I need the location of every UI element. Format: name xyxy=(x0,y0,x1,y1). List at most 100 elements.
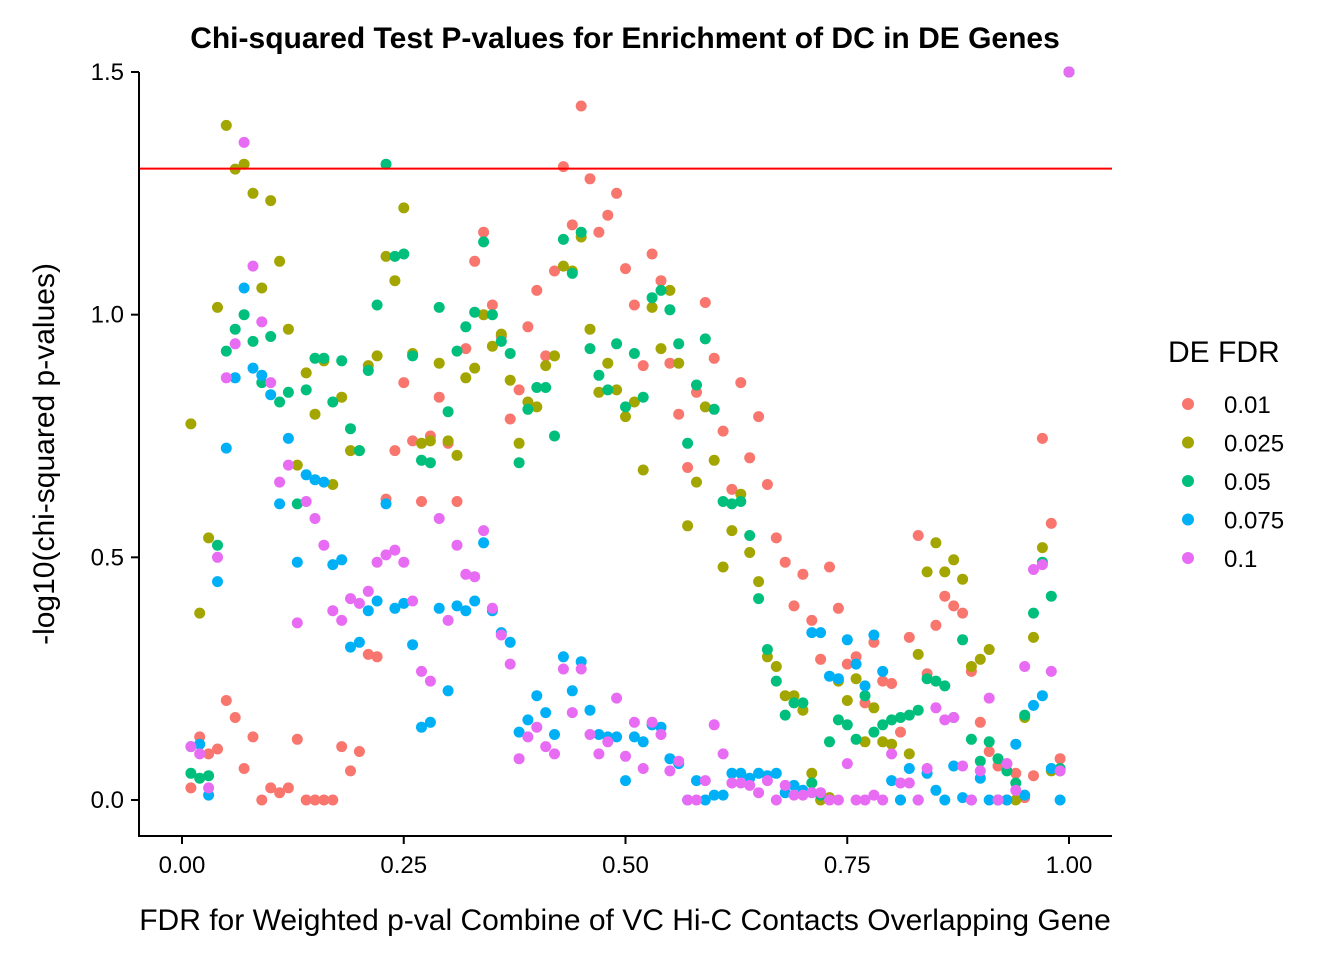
data-point xyxy=(611,731,623,743)
data-point xyxy=(504,374,516,386)
data-point xyxy=(557,161,569,173)
x-tick-label: 0.25 xyxy=(380,852,427,879)
data-point xyxy=(486,602,498,614)
data-point xyxy=(300,384,312,396)
data-point xyxy=(868,789,880,801)
data-point xyxy=(948,760,960,772)
data-point xyxy=(806,767,818,779)
data-point xyxy=(194,748,206,760)
data-point xyxy=(815,653,827,665)
data-point xyxy=(318,352,330,364)
data-point xyxy=(646,248,658,260)
data-point xyxy=(557,651,569,663)
data-point xyxy=(797,568,809,580)
x-tick-label: 0.75 xyxy=(824,852,871,879)
data-point xyxy=(903,777,915,789)
data-point xyxy=(682,462,694,473)
data-point xyxy=(628,396,640,408)
data-point xyxy=(930,537,942,549)
data-point xyxy=(770,675,782,687)
data-point xyxy=(282,386,294,398)
data-point xyxy=(664,284,676,296)
data-point xyxy=(673,357,685,369)
data-point xyxy=(637,391,649,403)
data-point xyxy=(265,331,277,342)
data-point xyxy=(549,350,560,362)
data-point xyxy=(868,702,880,714)
data-point xyxy=(646,292,658,304)
data-point xyxy=(185,741,197,753)
data-point xyxy=(327,794,339,806)
data-point xyxy=(965,733,977,745)
data-point xyxy=(1036,690,1048,702)
data-point xyxy=(433,391,445,403)
data-point xyxy=(469,306,481,318)
data-point xyxy=(362,365,374,376)
data-point xyxy=(620,750,631,762)
data-point xyxy=(1045,665,1057,677)
data-point xyxy=(788,789,800,801)
data-point xyxy=(673,408,685,420)
data-point xyxy=(974,653,986,665)
data-point xyxy=(540,707,552,719)
data-point xyxy=(486,299,498,311)
data-point xyxy=(318,794,330,806)
data-point xyxy=(380,549,392,561)
data-point xyxy=(265,389,277,401)
data-point xyxy=(433,357,445,369)
data-point xyxy=(327,479,339,490)
data-point xyxy=(300,794,312,806)
data-point xyxy=(620,775,631,787)
data-point xyxy=(735,777,747,789)
data-point xyxy=(531,721,543,733)
data-point xyxy=(779,779,791,791)
data-point xyxy=(522,321,534,333)
data-point xyxy=(1028,564,1039,575)
data-point xyxy=(212,576,223,588)
data-point xyxy=(939,794,951,806)
data-point xyxy=(398,377,410,389)
legend-key xyxy=(1182,475,1194,487)
data-point xyxy=(797,789,809,801)
data-point xyxy=(504,636,516,648)
data-point xyxy=(442,614,454,626)
data-point xyxy=(531,382,543,393)
data-point xyxy=(238,282,250,294)
data-point xyxy=(557,233,569,245)
data-point xyxy=(735,377,747,389)
data-point xyxy=(797,697,809,709)
data-point xyxy=(442,685,454,697)
data-point xyxy=(362,605,374,617)
data-point xyxy=(1028,770,1039,782)
data-point xyxy=(336,554,348,566)
data-point xyxy=(442,435,454,447)
data-point xyxy=(531,401,543,413)
data-point xyxy=(877,665,889,677)
data-point xyxy=(611,692,623,704)
data-point xyxy=(504,348,516,359)
y-tick-label: 1.0 xyxy=(91,302,124,329)
data-point xyxy=(859,690,871,702)
data-point xyxy=(540,360,552,372)
data-point xyxy=(291,459,303,471)
data-point xyxy=(965,794,977,806)
data-point xyxy=(850,794,862,806)
data-point xyxy=(939,680,951,692)
data-point xyxy=(327,605,339,617)
data-point xyxy=(1028,607,1039,619)
legend-items: 0.01 0.025 0.05 0.075 0.1 xyxy=(1182,392,1284,573)
data-point xyxy=(212,539,223,551)
data-point xyxy=(495,335,507,347)
data-point xyxy=(637,360,649,372)
data-point xyxy=(291,733,303,745)
y-axis-label: -log10(chi-squared p-values) xyxy=(28,263,61,645)
data-point xyxy=(265,195,277,207)
data-point xyxy=(416,437,427,449)
data-point xyxy=(602,357,614,369)
data-point xyxy=(185,767,197,779)
data-point xyxy=(903,763,915,774)
data-point xyxy=(309,794,321,806)
data-point xyxy=(1028,699,1039,711)
data-point xyxy=(877,794,889,806)
data-point xyxy=(274,255,286,267)
